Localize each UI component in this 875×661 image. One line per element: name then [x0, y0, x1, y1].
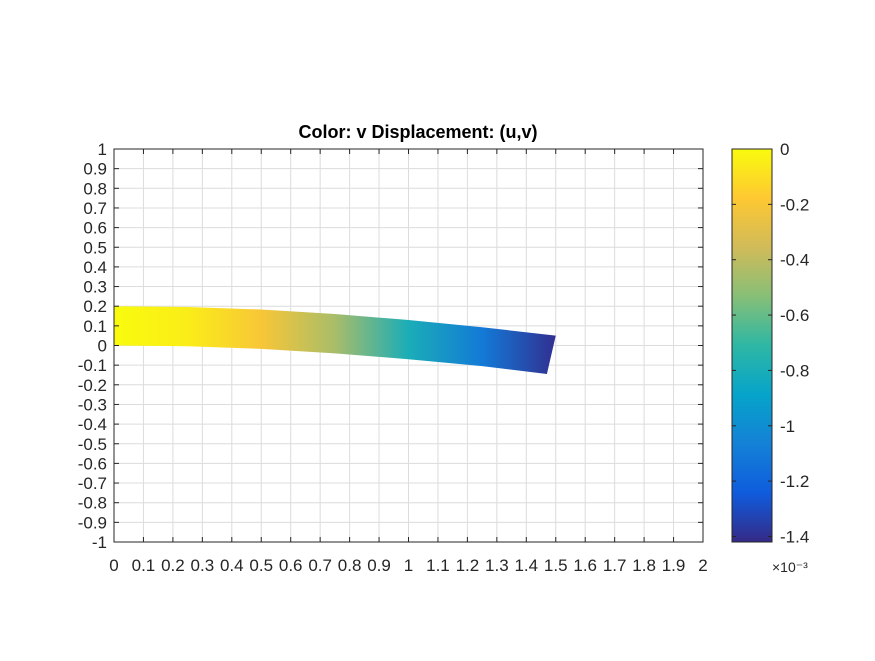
- x-tick-label: 1.9: [662, 556, 686, 575]
- colorbar-tick-label: -1: [780, 417, 795, 436]
- y-tick-label: 0.5: [83, 238, 107, 257]
- y-tick-labels: 10.90.80.70.60.50.40.30.20.10-0.1-0.2-0.…: [78, 140, 107, 552]
- x-tick-label: 1.3: [485, 556, 509, 575]
- y-tick-label: -0.2: [78, 376, 107, 395]
- y-tick-label: 0.2: [83, 297, 107, 316]
- x-tick-label: 0.1: [132, 556, 156, 575]
- x-tick-label: 0.7: [308, 556, 332, 575]
- y-tick-label: -0.9: [78, 513, 107, 532]
- y-tick-label: -0.5: [78, 435, 107, 454]
- x-tick-label: 0: [109, 556, 118, 575]
- colorbar-tick-label: -0.4: [780, 251, 809, 270]
- y-tick-label: 1: [98, 140, 107, 159]
- chart-title: Color: v Displacement: (u,v): [298, 122, 537, 142]
- x-tick-label: 1.5: [544, 556, 568, 575]
- y-tick-label: -0.8: [78, 494, 107, 513]
- beam-layer: [114, 306, 556, 374]
- y-tick-label: 0.1: [83, 317, 107, 336]
- x-tick-label: 0.9: [367, 556, 391, 575]
- x-tick-label: 0.3: [191, 556, 215, 575]
- x-tick-label: 0.5: [249, 556, 273, 575]
- x-tick-label: 1.4: [514, 556, 538, 575]
- deformed-beam: [114, 306, 556, 374]
- x-tick-label: 0.4: [220, 556, 244, 575]
- x-tick-labels: 0 0.1 0.2 0.3 0.4 0.5 0.6 0.7 0.8 0.9 1 1.1 1.2 1.3 1.…: [109, 556, 707, 575]
- y-tick-label: 0.9: [83, 160, 107, 179]
- y-tick-label: -1: [92, 533, 107, 552]
- x-tick-label: 1.6: [573, 556, 597, 575]
- colorbar: [731, 148, 773, 543]
- axis-ticks: [113, 148, 704, 543]
- colorbar-tick-label: -1.4: [780, 527, 809, 546]
- y-tick-label: -0.3: [78, 395, 107, 414]
- y-tick-label: 0.8: [83, 179, 107, 198]
- colorbar-tick-label: -1.2: [780, 472, 809, 491]
- x-tick-label: 1.8: [632, 556, 656, 575]
- y-tick-label: 0.6: [83, 219, 107, 238]
- colorbar-tick-label: -0.2: [780, 195, 809, 214]
- x-tick-label: 0.8: [338, 556, 362, 575]
- y-tick-label: -0.7: [78, 474, 107, 493]
- colorbar-ticks: 0 -0.2 -0.4 -0.6 -0.8 -1 -1.2 -1.4: [732, 140, 809, 546]
- y-tick-label: -0.6: [78, 454, 107, 473]
- colorbar-exponent: ×10⁻³: [772, 559, 808, 575]
- colorbar-tick-label: 0: [780, 140, 789, 159]
- x-tick-label: 1: [404, 556, 413, 575]
- y-tick-label: 0: [98, 337, 107, 356]
- x-tick-label: 2: [698, 556, 707, 575]
- x-tick-label: 1.7: [603, 556, 627, 575]
- y-tick-label: -0.1: [78, 356, 107, 375]
- y-tick-label: 0.7: [83, 199, 107, 218]
- y-tick-label: 0.4: [83, 258, 107, 277]
- y-tick-label: 0.3: [83, 278, 107, 297]
- x-tick-label: 0.2: [161, 556, 185, 575]
- y-tick-label: -0.4: [78, 415, 107, 434]
- x-tick-label: 1.2: [456, 556, 480, 575]
- colorbar-tick-label: -0.8: [780, 361, 809, 380]
- x-tick-label: 1.1: [426, 556, 450, 575]
- colorbar-tick-label: -0.6: [780, 306, 809, 325]
- x-tick-label: 0.6: [279, 556, 303, 575]
